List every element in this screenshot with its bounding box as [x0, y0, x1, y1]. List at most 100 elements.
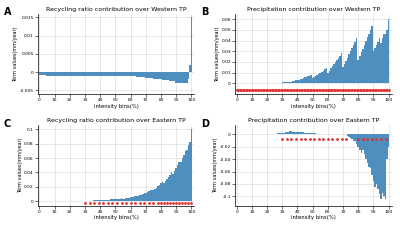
Point: [322, 88, 328, 92]
Point: [100, 202, 106, 205]
Point: [261, 88, 267, 92]
Bar: [166, 179, 168, 201]
Bar: [284, 133, 286, 134]
Point: [279, 137, 286, 141]
Point: [364, 88, 370, 92]
Bar: [297, 80, 298, 83]
Point: [238, 88, 244, 92]
X-axis label: intensity bins(%): intensity bins(%): [291, 215, 336, 220]
Point: [284, 88, 290, 92]
Point: [329, 88, 336, 92]
Point: [114, 202, 120, 205]
Point: [303, 88, 310, 92]
Bar: [148, 72, 150, 78]
Bar: [182, 158, 183, 201]
Bar: [314, 77, 315, 83]
Point: [343, 137, 349, 141]
Point: [320, 137, 326, 141]
Bar: [96, 72, 98, 76]
Point: [369, 88, 375, 92]
Bar: [282, 82, 283, 83]
Bar: [286, 82, 288, 83]
Point: [360, 137, 366, 141]
Bar: [184, 151, 186, 201]
Point: [373, 88, 380, 92]
Bar: [382, 134, 383, 193]
Point: [282, 88, 288, 92]
Bar: [177, 72, 178, 83]
Bar: [359, 56, 360, 83]
Bar: [385, 134, 386, 199]
Bar: [362, 134, 364, 150]
Point: [297, 137, 304, 141]
Point: [255, 88, 261, 92]
Point: [334, 137, 340, 141]
Bar: [127, 198, 128, 201]
Bar: [348, 54, 350, 83]
Bar: [172, 174, 174, 201]
Bar: [138, 72, 139, 77]
Point: [376, 88, 383, 92]
Point: [267, 88, 273, 92]
Bar: [60, 72, 62, 76]
Bar: [300, 132, 301, 134]
Bar: [150, 72, 151, 78]
Bar: [172, 72, 174, 81]
Bar: [368, 134, 370, 167]
Bar: [364, 45, 365, 83]
Bar: [121, 72, 122, 76]
Point: [274, 88, 281, 92]
Bar: [119, 72, 121, 76]
Bar: [71, 72, 72, 76]
Bar: [174, 171, 176, 201]
Bar: [330, 68, 332, 83]
Point: [325, 88, 331, 92]
Point: [318, 88, 325, 92]
Point: [296, 88, 302, 92]
Point: [352, 88, 358, 92]
Point: [291, 88, 298, 92]
Bar: [377, 134, 379, 189]
Bar: [188, 72, 189, 79]
Bar: [157, 186, 159, 201]
Bar: [365, 134, 366, 158]
Point: [264, 88, 270, 92]
Point: [317, 88, 324, 92]
Bar: [169, 72, 171, 81]
Bar: [102, 200, 104, 201]
Bar: [134, 196, 136, 201]
Bar: [118, 72, 119, 76]
Bar: [284, 82, 286, 83]
Bar: [298, 80, 300, 83]
Bar: [163, 72, 165, 80]
Bar: [100, 200, 101, 201]
Point: [341, 88, 348, 92]
Point: [243, 88, 249, 92]
Bar: [131, 72, 133, 76]
Bar: [74, 72, 75, 76]
Point: [361, 88, 368, 92]
Bar: [94, 72, 95, 76]
Bar: [180, 72, 182, 83]
Bar: [356, 134, 358, 144]
Bar: [374, 48, 376, 83]
X-axis label: intensity bins(%): intensity bins(%): [291, 104, 336, 109]
Point: [366, 88, 372, 92]
Bar: [69, 72, 71, 76]
Bar: [295, 132, 297, 134]
Point: [279, 88, 286, 92]
Point: [128, 202, 134, 205]
Point: [288, 88, 294, 92]
Point: [346, 88, 352, 92]
Bar: [157, 72, 159, 79]
Bar: [353, 45, 354, 83]
Bar: [128, 72, 130, 76]
Bar: [165, 181, 166, 201]
Bar: [168, 177, 169, 201]
Bar: [329, 71, 330, 83]
Bar: [104, 72, 106, 76]
Bar: [341, 53, 342, 83]
Bar: [39, 72, 40, 75]
Bar: [373, 51, 374, 83]
Bar: [95, 200, 96, 201]
